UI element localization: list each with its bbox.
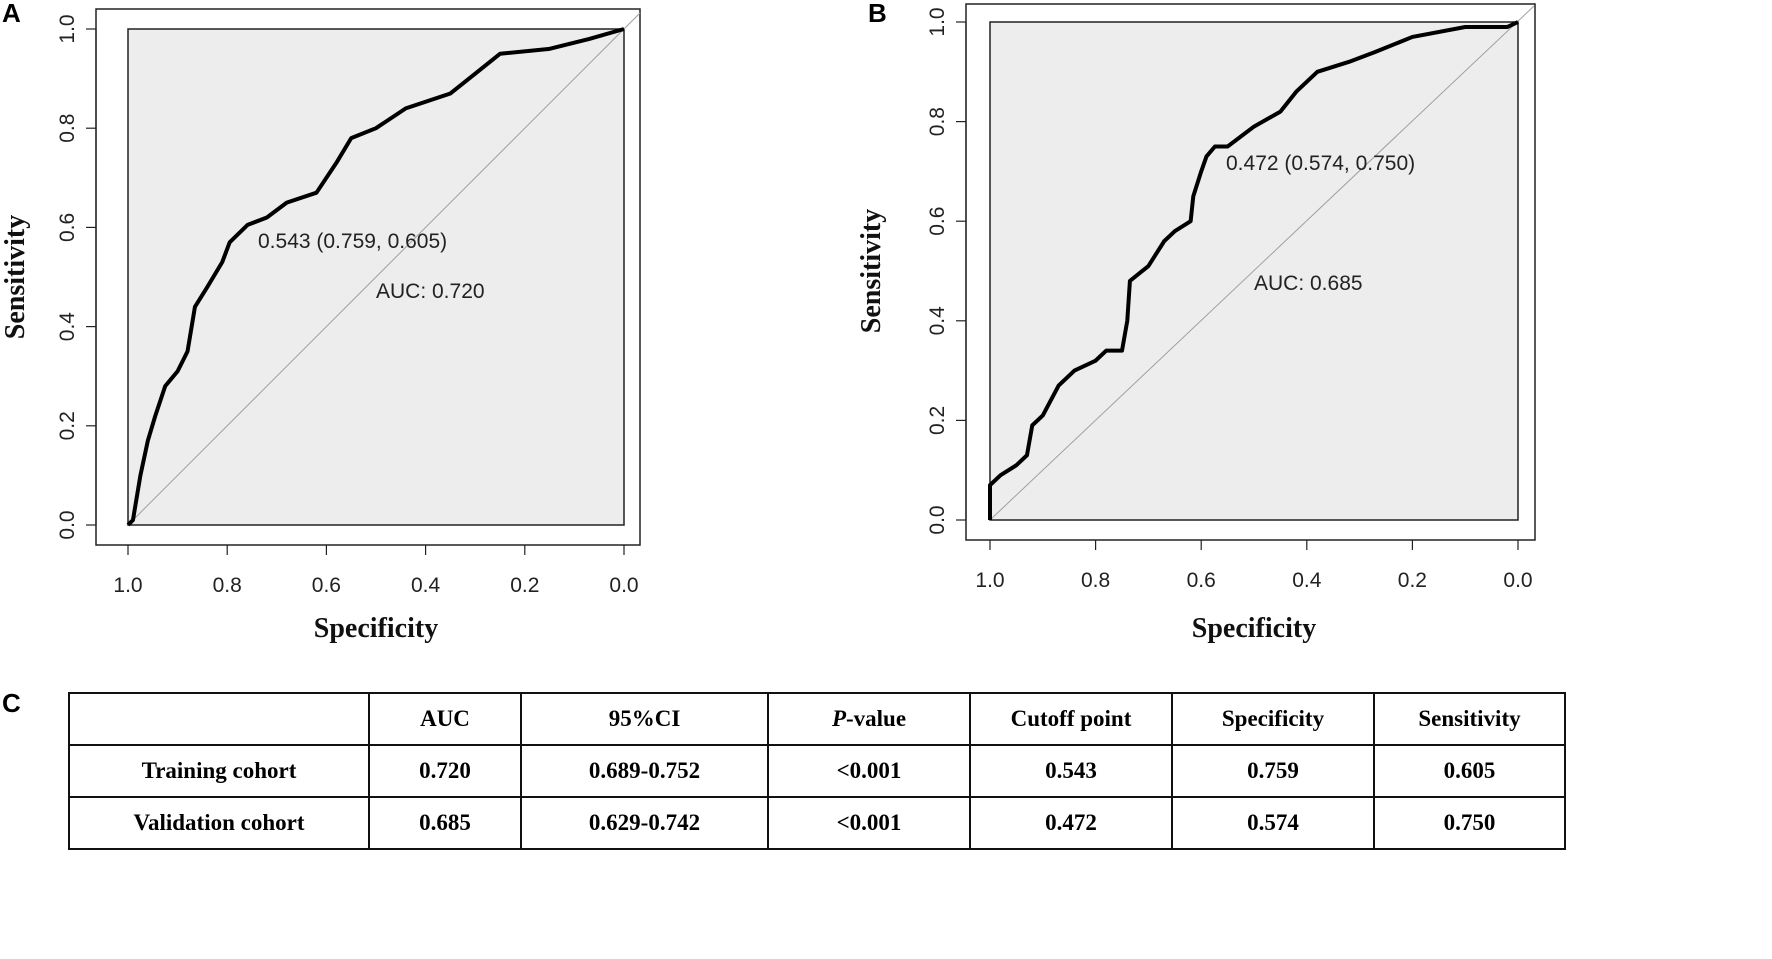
panel-b-roc-curve (988, 20, 1519, 520)
panel-b-ytick-label: 0.2 (926, 406, 949, 435)
cell: 0.629-0.742 (520, 796, 769, 850)
panel-a-xtick-label: 1.0 (113, 574, 142, 597)
roc-summary-table: AUC 95%CI P-value Cutoff point Specifici… (68, 692, 1566, 850)
panel-a-xtick-label: 0.8 (213, 574, 242, 597)
panel-b-auc-annotation: AUC: 0.685 (1254, 272, 1363, 295)
header-auc: AUC (368, 692, 522, 746)
panel-b-xtick-label: 0.6 (1187, 569, 1216, 592)
panel-a-ytick-label: 0.6 (56, 213, 79, 242)
panel-b-xtick-label: 1.0 (975, 569, 1004, 592)
panel-b-ytick-label: 0.6 (926, 207, 949, 236)
panel-b-cutoff-annotation: 0.472 (0.574, 0.750) (1226, 152, 1415, 175)
cell: 0.720 (368, 744, 522, 798)
header-pvalue: P-value (767, 692, 971, 746)
panel-b-y-axis-title: Sensitivity (856, 209, 887, 333)
panel-a-ytick-label: 0.0 (56, 510, 79, 539)
pvalue-rest: -value (846, 706, 907, 731)
cell: 0.543 (969, 744, 1173, 798)
panel-a-x-axis-title: Specificity (314, 613, 438, 644)
panel-a-reference-diagonal (127, 12, 641, 526)
table-header-row: AUC 95%CI P-value Cutoff point Specifici… (68, 692, 1566, 746)
cell: 0.574 (1171, 796, 1375, 850)
table-row-training: Training cohort 0.720 0.689-0.752 <0.001… (68, 744, 1566, 798)
roc-figure: A 0.0 0.2 0.4 0.6 0.8 1.0 1.0 0.8 0.6 0.4 0.2 0.0 Spe… (0, 0, 1536, 644)
panel-label-c: C (2, 688, 21, 718)
panel-a-xtick-label: 0.6 (312, 574, 341, 597)
panel-a-xtick-label: 0.2 (510, 574, 539, 597)
panel-a-y-axis-title: Sensitivity (0, 215, 31, 339)
panel-a-label: A (2, 0, 21, 28)
cell: <0.001 (767, 796, 971, 850)
header-empty (68, 692, 370, 746)
panel-b-reference-diagonal (989, 5, 1535, 521)
panel-b-xtick-label: 0.0 (1503, 569, 1532, 592)
panel-a-ytick-label: 0.8 (56, 114, 79, 143)
cell: 0.472 (969, 796, 1173, 850)
header-specificity: Specificity (1171, 692, 1375, 746)
panel-b-x-axis-title: Specificity (1192, 613, 1316, 644)
header-sensitivity: Sensitivity (1373, 692, 1566, 746)
panel-a-roc-curve (126, 27, 625, 527)
cell: Validation cohort (68, 796, 370, 850)
panel-a-ytick-label: 1.0 (56, 14, 79, 43)
cell: 0.685 (368, 796, 522, 850)
panel-a-ytick-label: 0.4 (56, 312, 79, 342)
panel-b-xtick-label: 0.8 (1081, 569, 1110, 592)
panel-b-ytick-label: 0.8 (926, 107, 949, 136)
cell: <0.001 (767, 744, 971, 798)
panel-a-xtick-label: 0.4 (411, 574, 441, 597)
panel-b-label: B (868, 0, 887, 28)
cell: 0.605 (1373, 744, 1566, 798)
cell: 0.750 (1373, 796, 1566, 850)
panel-a-xtick-label: 0.0 (609, 574, 638, 597)
panel-b-xtick-label: 0.2 (1398, 569, 1427, 592)
pvalue-italic: P (831, 706, 846, 731)
table-row-validation: Validation cohort 0.685 0.629-0.742 <0.0… (68, 796, 1566, 850)
cell: 0.759 (1171, 744, 1375, 798)
panel-a-cutoff-annotation: 0.543 (0.759, 0.605) (258, 230, 447, 253)
header-ci: 95%CI (520, 692, 769, 746)
cell: Training cohort (68, 744, 370, 798)
panel-a-auc-annotation: AUC: 0.720 (376, 280, 485, 303)
panel-b-ytick-label: 0.4 (926, 306, 949, 336)
panel-b-ytick-label: 0.0 (926, 505, 949, 534)
cell: 0.689-0.752 (520, 744, 769, 798)
panel-a-ytick-label: 0.2 (56, 411, 79, 440)
header-cutoff: Cutoff point (969, 692, 1173, 746)
panel-b-ytick-label: 1.0 (926, 7, 949, 36)
panel-b-xtick-label: 0.4 (1292, 569, 1322, 592)
